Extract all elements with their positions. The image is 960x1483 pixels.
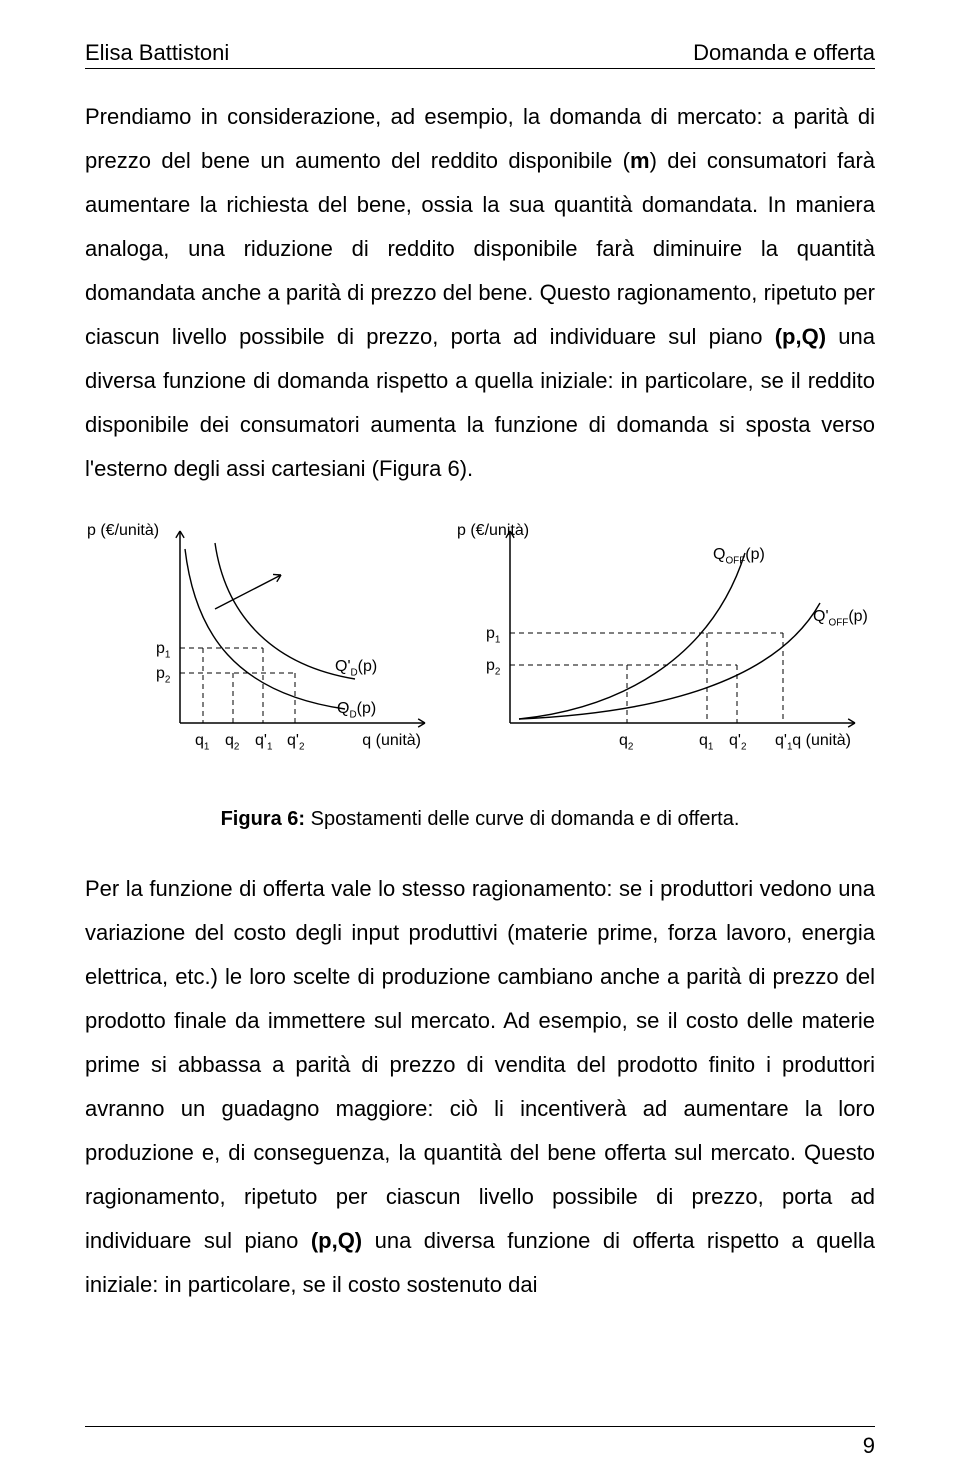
svg-text:q'1: q'1 [255, 732, 273, 752]
paragraph-1: Prendiamo in considerazione, ad esempio,… [85, 95, 875, 491]
svg-text:q'2: q'2 [287, 732, 305, 752]
figure-caption: Figura 6: Spostamenti delle curve di dom… [85, 808, 875, 831]
svg-text:q (unità): q (unità) [792, 732, 851, 749]
svg-text:q1: q1 [699, 732, 714, 752]
svg-text:p2: p2 [156, 665, 171, 685]
svg-text:Q'OFF(p): Q'OFF(p) [813, 608, 868, 628]
footer-rule [85, 1426, 875, 1427]
svg-text:q (unità): q (unità) [362, 732, 421, 749]
para1-m: m [630, 148, 650, 173]
svg-text:p2: p2 [486, 657, 501, 677]
svg-text:p (€/unità): p (€/unità) [457, 522, 529, 539]
svg-text:q'2: q'2 [729, 732, 747, 752]
para2-part-a: Per la funzione di offerta vale lo stess… [85, 876, 875, 1253]
svg-text:p1: p1 [486, 625, 501, 645]
para2-pq: (p,Q) [311, 1228, 362, 1253]
svg-text:q2: q2 [225, 732, 240, 752]
header-title: Domanda e offerta [693, 40, 875, 66]
para1-part-b: ) dei consumatori farà aumentare la rich… [85, 148, 875, 349]
supply-chart: p (€/unità) q (unità) QOFF(p) Q'OFF(p) p1 p2 q… [455, 513, 875, 773]
figure-caption-bold: Figura 6: [221, 808, 305, 830]
figure-left: p (€/unità) q (unità) QD(p) Q'D(p) p1 p2 q1 q2 q… [85, 513, 445, 778]
demand-chart: p (€/unità) q (unità) QD(p) Q'D(p) p1 p2 q1 q2 q… [85, 513, 445, 773]
figure-caption-rest: Spostamenti delle curve di domanda e di … [305, 808, 739, 830]
svg-text:p1: p1 [156, 640, 171, 660]
page-number: 9 [863, 1433, 875, 1459]
page-header: Elisa Battistoni Domanda e offerta [85, 40, 875, 69]
svg-text:q2: q2 [619, 732, 634, 752]
svg-text:Q'D(p): Q'D(p) [335, 658, 377, 678]
svg-text:p (€/unità): p (€/unità) [87, 522, 159, 539]
paragraph-2: Per la funzione di offerta vale lo stess… [85, 867, 875, 1307]
figure-right: p (€/unità) q (unità) QOFF(p) Q'OFF(p) p1 p2 q… [455, 513, 875, 778]
header-author: Elisa Battistoni [85, 40, 229, 66]
page: Elisa Battistoni Domanda e offerta Prend… [0, 0, 960, 1483]
svg-text:q'1: q'1 [775, 732, 793, 752]
svg-text:QOFF(p): QOFF(p) [713, 546, 765, 566]
figure-row: p (€/unità) q (unità) QD(p) Q'D(p) p1 p2 q1 q2 q… [85, 513, 875, 778]
svg-text:QD(p): QD(p) [337, 700, 376, 720]
para1-pq: (p,Q) [775, 324, 826, 349]
svg-text:q1: q1 [195, 732, 210, 752]
